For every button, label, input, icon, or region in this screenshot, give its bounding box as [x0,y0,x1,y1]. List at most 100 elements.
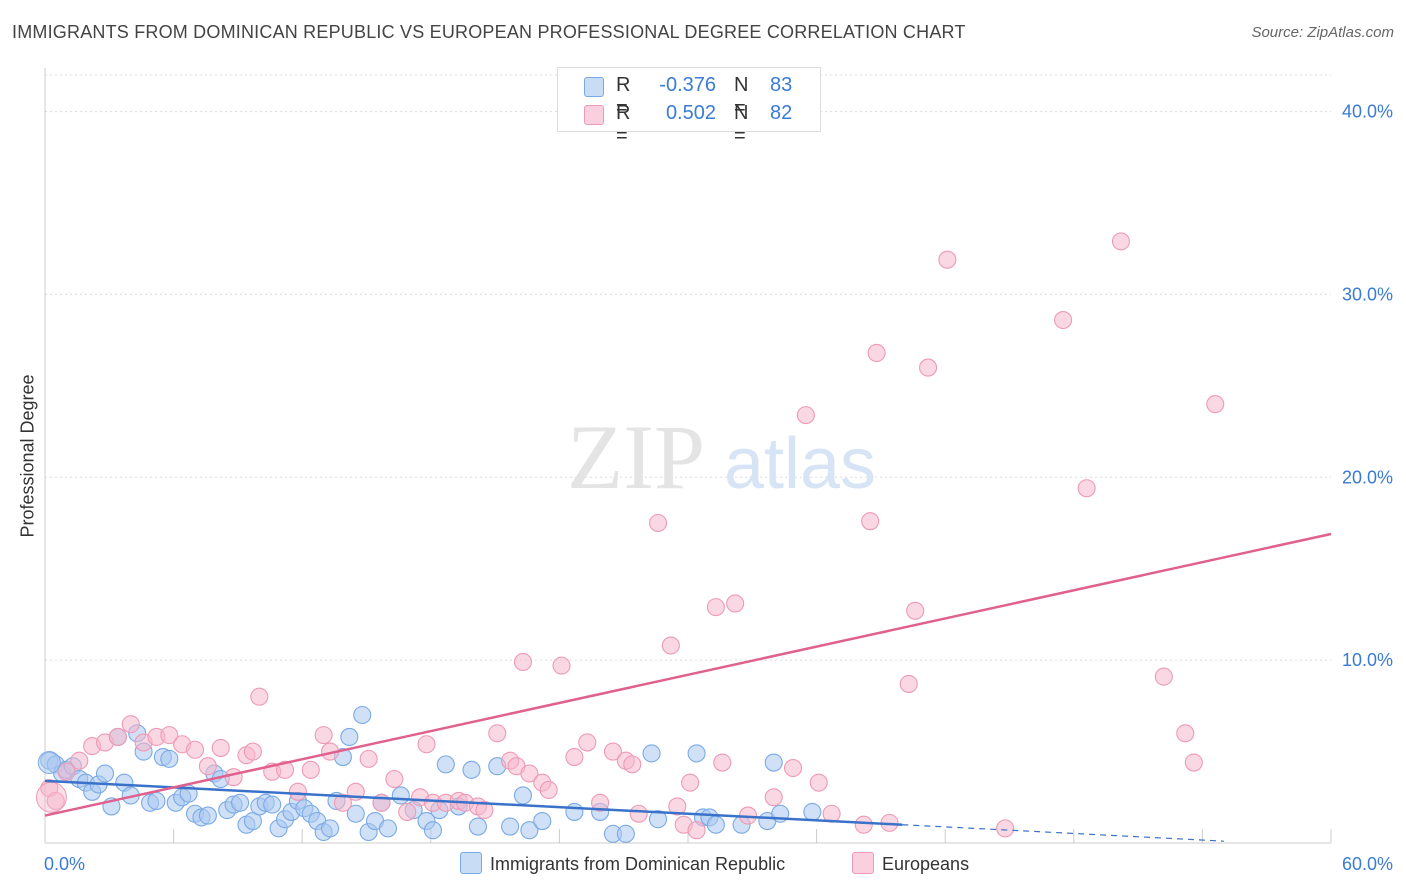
europeans-point [185,740,205,759]
europeans-point [1176,724,1195,743]
europeans-cluster-point [35,781,67,813]
dominican-point [648,810,668,829]
europeans-point [938,250,957,269]
europeans-point [539,780,558,800]
dominican-point [501,817,520,836]
watermark-atlas: atlas [724,424,876,504]
europeans-point [301,760,320,779]
n-label: N = [734,74,749,119]
dominican-point [230,793,250,812]
dominican-point [616,824,635,843]
europeans-point [513,652,533,672]
europeans-point [919,358,938,377]
x-tick-label: 60.0% [1342,854,1393,874]
europeans-point [603,742,623,761]
source-label: Source: ZipAtlas.com [1251,24,1394,41]
europeans-point [578,733,597,752]
europeans-point [629,804,648,823]
europeans-point [475,801,494,820]
r-value: -0.376 [659,74,716,96]
europeans-point [861,512,880,531]
r-value: 0.502 [665,102,716,124]
europeans-point [648,513,668,533]
r-label: R = [616,102,631,147]
europeans-point [796,406,815,425]
europeans-point [1077,479,1096,498]
europeans-point [899,674,918,693]
dominican-trend-line [44,779,903,826]
dominican-point [346,804,365,823]
europeans-swatch [584,105,604,125]
europeans-point [417,735,436,754]
europeans-point [359,749,378,768]
dominican-legend-label: Immigrants from Dominican Republic [490,854,786,874]
europeans-point [398,802,417,821]
dominican-point [353,705,372,725]
europeans-point [565,748,584,767]
dominican-point [565,802,584,821]
europeans-point [160,726,179,745]
europeans-point [623,755,642,774]
n-value: 83 [770,74,793,96]
europeans-point [726,594,745,613]
europeans-point [996,819,1015,838]
europeans-point [906,601,925,620]
y-tick-label: 10.0% [1342,650,1393,670]
y-tick-label: 30.0% [1342,284,1393,304]
dominican-point [423,821,442,840]
europeans-legend-label: Europeans [882,854,970,874]
europeans-point [108,727,127,746]
dominican-point [160,749,179,768]
y-tick-label: 20.0% [1342,467,1393,487]
dominican-swatch [584,77,604,97]
europeans-point [764,788,783,807]
dominican-point [436,755,455,774]
europeans-point [1154,667,1173,686]
europeans-point [250,687,269,706]
dominican-point [378,819,397,838]
y-axis-label: Professional Degree [17,374,38,538]
dominican-point [520,821,539,840]
europeans-point [854,815,873,834]
dominican-point [340,727,359,746]
dominican-point [391,786,410,805]
dominican-point [147,791,166,810]
n-value: 82 [770,102,793,124]
europeans-point [1184,753,1203,772]
dominican-cluster-point [37,751,61,775]
dominican-point [642,744,661,763]
x-tick-label: 0.0% [44,854,85,874]
europeans-point [70,751,89,770]
dominican-point [764,753,783,772]
dominican-point [513,786,533,805]
europeans-point [488,724,507,743]
europeans-point [1054,310,1073,330]
dominican-point [533,812,552,831]
europeans-point [706,598,725,617]
europeans-point [288,782,307,801]
dominican-point [198,806,217,825]
europeans-point [681,773,700,792]
n-label: N = [734,102,749,147]
europeans-point [211,738,230,757]
legend-item-dominican[interactable]: Immigrants from Dominican Republic [460,852,785,875]
europeans-point [520,764,539,783]
europeans-legend-swatch [852,852,874,874]
europeans-point [121,715,140,734]
chart-title: IMMIGRANTS FROM DOMINICAN REPUBLIC VS EU… [12,22,966,42]
europeans-point [385,769,404,789]
europeans-point [333,793,352,812]
europeans-point [224,768,243,787]
dominican-point [706,815,725,834]
dominican-point [803,802,822,821]
europeans-point [867,343,886,362]
europeans-point [687,821,706,840]
legend-item-europeans[interactable]: Europeans [852,852,969,875]
europeans-point [668,797,687,816]
europeans-trend-line [44,532,1332,817]
europeans-point [1111,232,1131,251]
europeans-point [783,758,803,778]
dominican-point [263,795,282,814]
stats-legend: R = -0.376 N = 83 R = 0.502 N = 82 [557,67,821,147]
